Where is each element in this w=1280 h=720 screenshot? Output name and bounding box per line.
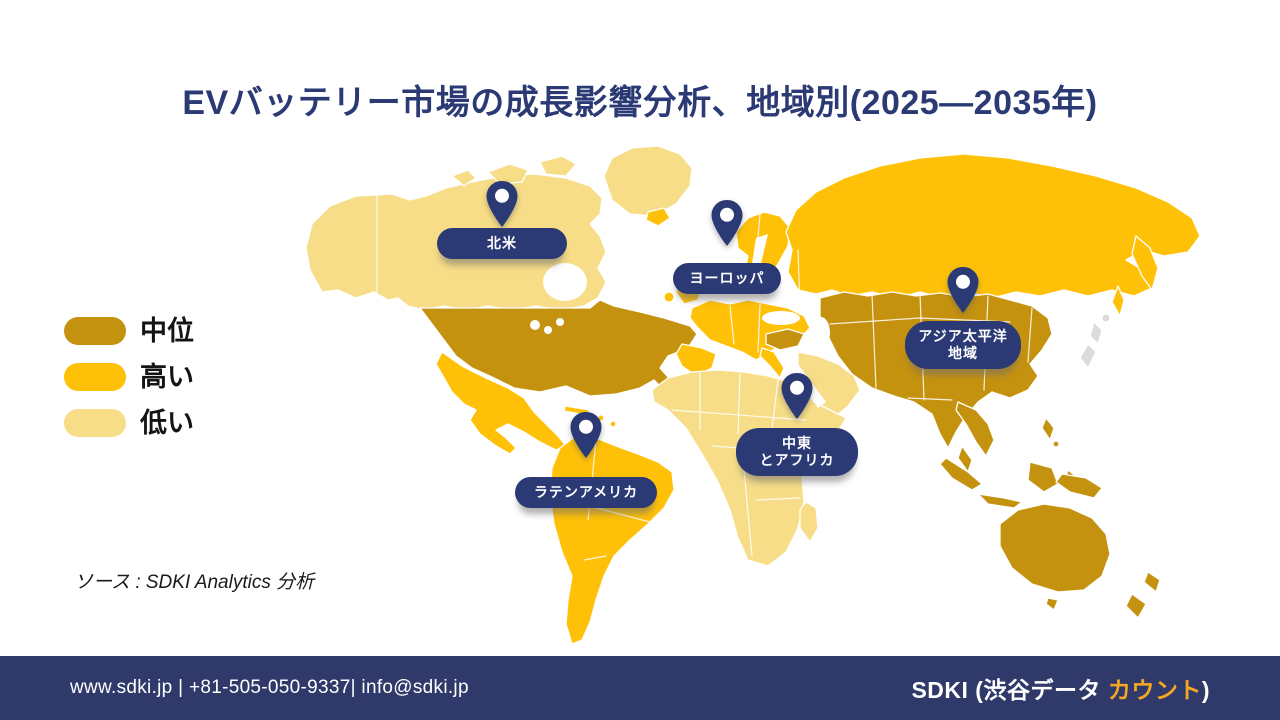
marker-europe: ヨーロッパ	[673, 200, 781, 294]
marker-label: 北米	[437, 228, 567, 259]
marker-north-america: 北米	[437, 181, 567, 259]
map-region-turkey	[765, 328, 805, 351]
legend-swatch-medium	[64, 317, 126, 345]
map-pin-icon	[781, 373, 813, 419]
legend-label-medium: 中位	[140, 316, 194, 346]
legend-swatch-low	[64, 409, 126, 437]
map-region-greenland	[603, 145, 693, 217]
footer-contact: www.sdki.jp | +81-505-050-9337| info@sdk…	[70, 677, 469, 698]
legend-item-low: 低い	[64, 409, 194, 437]
footer-brand-suffix: )	[1201, 677, 1210, 703]
marker-latin-america: ラテンアメリカ	[515, 412, 657, 508]
footer-brand-prefix: SDKI (渋谷データ	[911, 677, 1108, 703]
marker-asia-pacific: アジア太平洋 地域	[905, 267, 1021, 369]
map-region-oceania	[999, 503, 1161, 619]
marker-label: ラテンアメリカ	[515, 477, 657, 508]
footer-brand: SDKI (渋谷データ カウント)	[911, 671, 1210, 705]
legend-label-high: 高い	[140, 362, 194, 392]
marker-label: ヨーロッパ	[673, 263, 781, 294]
map-region-iceland	[645, 207, 671, 227]
page-title: EVバッテリー市場の成長影響分析、地域別(2025—2035年)	[182, 83, 1098, 122]
footer: www.sdki.jp | +81-505-050-9337| info@sdk…	[0, 656, 1280, 720]
legend-item-high: 高い	[64, 363, 194, 391]
map-pin-icon	[570, 412, 602, 458]
marker-label: アジア太平洋 地域	[905, 321, 1021, 369]
map-region-russia	[785, 153, 1201, 317]
legend-swatch-high	[64, 363, 126, 391]
marker-label: 中東 とアフリカ	[736, 428, 858, 476]
footer-brand-accent: カウント	[1107, 677, 1202, 703]
map-pin-icon	[947, 267, 979, 313]
legend-item-medium: 中位	[64, 317, 194, 345]
marker-middle-east-africa: 中東 とアフリカ	[736, 373, 858, 476]
map-region-japan	[1079, 313, 1111, 369]
source-note: ソース : SDKI Analytics 分析	[74, 572, 315, 593]
legend-label-low: 低い	[140, 408, 194, 438]
map-pin-icon	[711, 200, 743, 246]
map-pin-icon	[486, 181, 518, 227]
legend: 中位 高い 低い	[64, 317, 194, 455]
